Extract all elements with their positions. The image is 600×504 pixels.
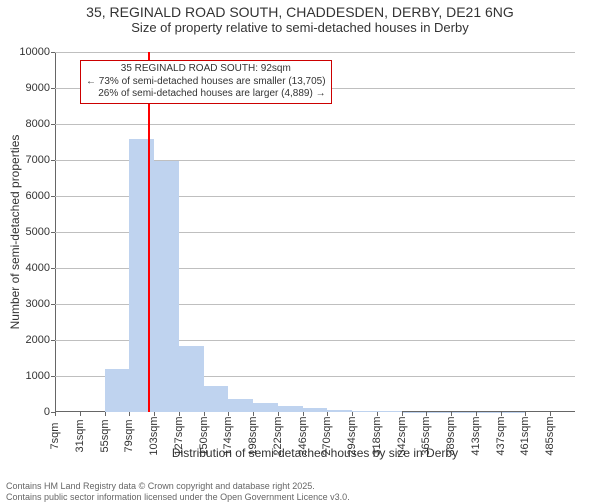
y-tick-label: 3000 <box>26 298 50 310</box>
x-tick-label: 270sqm <box>321 416 333 455</box>
histogram-bar <box>129 139 154 412</box>
x-tick-label: 342sqm <box>396 416 408 455</box>
x-tick-label: 389sqm <box>445 416 457 455</box>
x-tick-mark <box>179 412 180 416</box>
y-tick-label: 6000 <box>26 190 50 202</box>
x-tick-label: 103sqm <box>148 416 160 455</box>
x-tick-label: 127sqm <box>173 416 185 455</box>
annotation-property-size: 35 REGINALD ROAD SOUTH: 92sqm <box>86 63 326 76</box>
property-annotation-box: 35 REGINALD ROAD SOUTH: 92sqm ← 73% of s… <box>80 60 332 104</box>
histogram-bar <box>352 411 377 412</box>
y-tick-label: 8000 <box>26 118 50 130</box>
x-tick-label: 413sqm <box>470 416 482 455</box>
y-tick-label: 5000 <box>26 226 50 238</box>
x-tick-mark <box>550 412 551 416</box>
y-tick-mark <box>51 268 55 269</box>
y-tick-mark <box>51 232 55 233</box>
x-tick-label: 318sqm <box>371 416 383 455</box>
x-tick-mark <box>129 412 130 416</box>
y-tick-label: 10000 <box>19 46 50 58</box>
y-tick-label: 0 <box>44 406 50 418</box>
footer-line-1: Contains HM Land Registry data © Crown c… <box>6 481 350 491</box>
y-tick-mark <box>51 88 55 89</box>
x-tick-mark <box>525 412 526 416</box>
x-tick-label: 79sqm <box>123 419 135 452</box>
x-tick-mark <box>352 412 353 416</box>
x-tick-label: 198sqm <box>247 416 259 455</box>
x-tick-mark <box>278 412 279 416</box>
histogram-bar <box>253 403 278 412</box>
histogram-bar <box>377 411 402 412</box>
x-tick-mark <box>327 412 328 416</box>
property-marker-line <box>148 52 150 412</box>
chart-title-main: 35, REGINALD ROAD SOUTH, CHADDESDEN, DER… <box>0 4 600 20</box>
annotation-smaller-pct: ← 73% of semi-detached houses are smalle… <box>86 76 326 89</box>
histogram-bar <box>228 399 253 412</box>
x-tick-mark <box>80 412 81 416</box>
x-tick-mark <box>426 412 427 416</box>
x-tick-label: 461sqm <box>519 416 531 455</box>
x-tick-label: 485sqm <box>544 416 556 455</box>
x-tick-label: 246sqm <box>297 416 309 455</box>
x-tick-mark <box>154 412 155 416</box>
x-tick-mark <box>402 412 403 416</box>
x-tick-mark <box>105 412 106 416</box>
x-tick-label: 437sqm <box>495 416 507 455</box>
histogram-bar <box>303 408 328 412</box>
x-tick-mark <box>303 412 304 416</box>
histogram-bar <box>327 410 352 412</box>
x-tick-mark <box>451 412 452 416</box>
y-tick-label: 4000 <box>26 262 50 274</box>
attribution-footer: Contains HM Land Registry data © Crown c… <box>6 481 350 502</box>
y-tick-label: 1000 <box>26 370 50 382</box>
x-tick-label: 150sqm <box>198 416 210 455</box>
x-tick-mark <box>253 412 254 416</box>
y-tick-label: 7000 <box>26 154 50 166</box>
x-tick-mark <box>476 412 477 416</box>
chart-area: Number of semi-detached properties Distr… <box>55 52 575 412</box>
histogram-bar <box>278 406 303 412</box>
y-tick-mark <box>51 160 55 161</box>
x-tick-label: 31sqm <box>74 419 86 452</box>
x-axis-label: Distribution of semi-detached houses by … <box>172 446 458 460</box>
x-tick-mark <box>204 412 205 416</box>
histogram-bar <box>154 161 179 412</box>
gridline <box>55 124 575 125</box>
x-tick-label: 7sqm <box>49 423 61 450</box>
y-tick-mark <box>51 340 55 341</box>
annotation-larger-pct: 26% of semi-detached houses are larger (… <box>86 88 326 101</box>
y-tick-mark <box>51 376 55 377</box>
y-tick-mark <box>51 196 55 197</box>
plot-region: 0100020003000400050006000700080009000100… <box>55 52 575 412</box>
x-tick-label: 294sqm <box>346 416 358 455</box>
x-tick-mark <box>228 412 229 416</box>
y-axis-label: Number of semi-detached properties <box>8 135 22 330</box>
y-tick-mark <box>51 52 55 53</box>
footer-line-2: Contains public sector information licen… <box>6 492 350 502</box>
chart-title-sub: Size of property relative to semi-detach… <box>0 20 600 35</box>
y-tick-label: 9000 <box>26 82 50 94</box>
x-tick-label: 222sqm <box>272 416 284 455</box>
histogram-bar <box>105 369 130 412</box>
x-tick-mark <box>55 412 56 416</box>
y-tick-label: 2000 <box>26 334 50 346</box>
y-tick-mark <box>51 304 55 305</box>
histogram-bar <box>204 386 229 412</box>
x-tick-label: 174sqm <box>222 416 234 455</box>
y-tick-mark <box>51 124 55 125</box>
x-tick-mark <box>377 412 378 416</box>
gridline <box>55 52 575 53</box>
x-tick-mark <box>501 412 502 416</box>
x-tick-label: 55sqm <box>99 419 111 452</box>
histogram-bar <box>179 346 204 412</box>
x-tick-label: 365sqm <box>420 416 432 455</box>
